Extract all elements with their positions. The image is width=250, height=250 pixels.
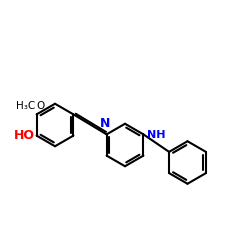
Text: O: O <box>36 100 45 110</box>
Text: H₃C: H₃C <box>16 100 35 110</box>
Text: N: N <box>100 117 110 130</box>
Text: HO: HO <box>14 129 35 142</box>
Text: NH: NH <box>147 130 166 140</box>
